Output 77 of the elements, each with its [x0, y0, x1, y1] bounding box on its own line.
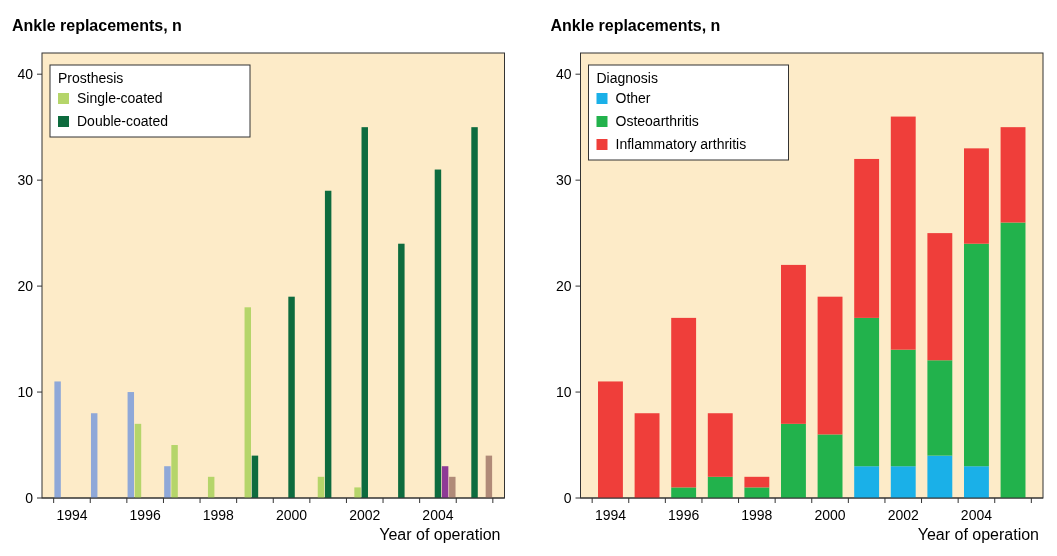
bar — [598, 381, 623, 498]
bar — [171, 445, 178, 498]
x-tick-label: 2002 — [887, 507, 920, 523]
legend-label: Single-coated — [77, 90, 163, 106]
legend-label: Osteoarthritis — [615, 113, 699, 129]
bar — [164, 466, 171, 498]
bar — [288, 296, 295, 498]
x-tick-label: 1996 — [129, 507, 161, 523]
bar — [671, 487, 697, 498]
bar — [244, 307, 251, 498]
bar — [54, 381, 61, 498]
bar — [927, 455, 953, 498]
legend-label: Other — [615, 90, 651, 106]
y-tick-label: 30 — [17, 172, 34, 189]
bar — [251, 455, 259, 498]
bar — [707, 413, 733, 477]
y-tick-label: 0 — [563, 489, 572, 506]
bar — [890, 349, 916, 467]
x-tick-label: 2004 — [960, 507, 993, 523]
legend-label: Double-coated — [77, 113, 169, 129]
bar — [927, 233, 953, 361]
bar — [441, 466, 449, 498]
legend-title: Diagnosis — [596, 70, 658, 86]
bar — [854, 158, 880, 318]
bar — [398, 243, 405, 498]
bar — [744, 476, 770, 488]
bar — [1000, 127, 1026, 223]
bar — [781, 423, 806, 498]
bar — [434, 169, 442, 498]
y-tick-label: 10 — [555, 383, 572, 400]
bar — [964, 148, 989, 244]
bar — [324, 190, 332, 498]
y-tick-label: 10 — [17, 383, 34, 400]
bar — [781, 264, 806, 424]
legend-label: Inflammatory arthritis — [615, 136, 747, 152]
y-tick-label: 20 — [555, 278, 572, 294]
bar — [134, 423, 142, 498]
x-tick-label: 2000 — [275, 507, 308, 523]
bar — [354, 487, 361, 498]
legend-title: Prosthesis — [58, 70, 124, 86]
x-tick-label: 2002 — [349, 507, 381, 523]
y-tick-label: 30 — [555, 172, 572, 189]
bar — [964, 466, 989, 498]
bar — [361, 127, 368, 498]
x-tick-label: 2000 — [814, 507, 846, 523]
bar — [671, 317, 697, 488]
bar — [890, 116, 916, 350]
x-tick-label: 2004 — [422, 507, 454, 523]
y-tick-label: 40 — [555, 66, 572, 83]
x-tick-label: 1994 — [56, 507, 88, 523]
bar — [707, 476, 733, 498]
bar — [471, 127, 478, 498]
x-axis-title: Year of operation — [379, 526, 501, 543]
y-axis-title: Ankle replacements, n — [550, 17, 721, 34]
bar — [854, 317, 880, 467]
bar — [90, 413, 98, 498]
x-axis-title: Year of operation — [917, 526, 1039, 543]
x-tick-label: 1998 — [741, 507, 773, 523]
x-tick-label: 1998 — [202, 507, 235, 523]
x-tick-label: 1994 — [594, 507, 627, 523]
y-tick-label: 0 — [25, 489, 34, 506]
bar — [127, 392, 135, 498]
bar — [817, 434, 843, 498]
bar — [449, 476, 456, 498]
bar — [964, 243, 989, 467]
bar — [744, 487, 770, 498]
bar — [854, 466, 880, 498]
y-tick-label: 40 — [17, 66, 34, 83]
bar — [890, 466, 916, 498]
x-tick-label: 1996 — [668, 507, 700, 523]
y-axis-title: Ankle replacements, n — [12, 17, 182, 34]
bar — [485, 455, 493, 498]
bar — [1000, 222, 1026, 498]
bar — [634, 413, 660, 498]
bar — [927, 360, 953, 456]
bar — [817, 296, 843, 435]
y-tick-label: 20 — [17, 278, 34, 294]
